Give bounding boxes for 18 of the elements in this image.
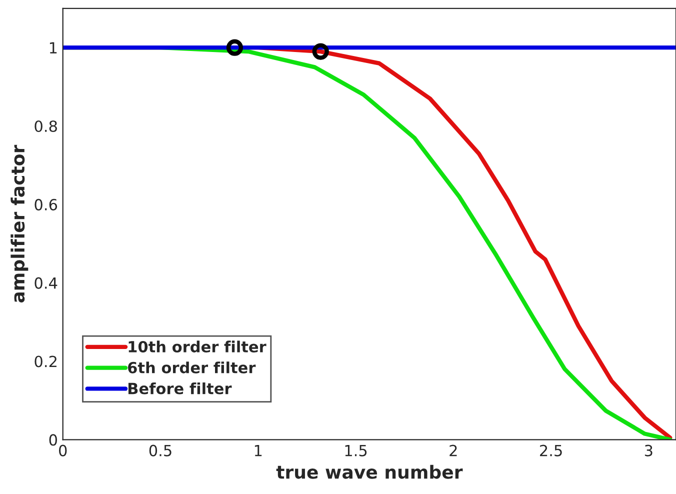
legend-label: 10th order filter <box>128 340 266 352</box>
x-tick-label: 3 <box>644 444 652 456</box>
x-tick-label: 2 <box>450 444 457 456</box>
y-tick-label: 0.2 <box>34 356 56 368</box>
legend-label: Before filter <box>128 382 232 394</box>
y-axis-title: amplifier factor <box>10 144 28 302</box>
legend-label: 6th order filter <box>128 362 256 374</box>
y-tick-label: 0.4 <box>34 277 58 289</box>
y-tick-label: 0.8 <box>34 120 57 132</box>
y-tick-label: 0.6 <box>34 198 58 210</box>
x-tick-label: 0.5 <box>149 444 172 456</box>
x-tick-label: 0 <box>59 444 67 456</box>
x-tick-label: 2.5 <box>540 444 562 456</box>
y-tick-label: 0 <box>49 434 57 446</box>
x-tick-label: 1.5 <box>345 444 367 456</box>
y-tick-label: 1 <box>50 42 57 54</box>
x-tick-label: 1 <box>254 444 262 456</box>
x-axis-title: true wave number <box>276 464 463 479</box>
